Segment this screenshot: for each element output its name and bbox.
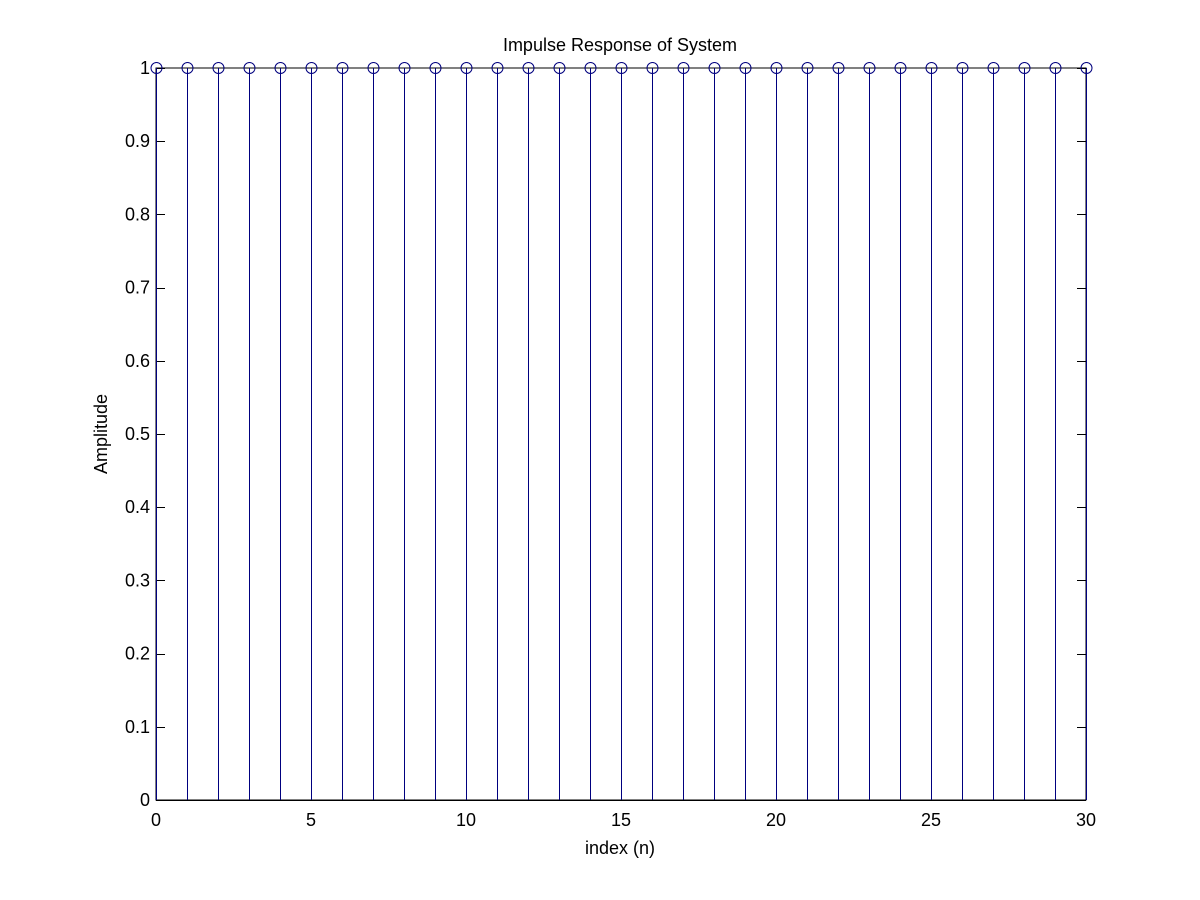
- stem-marker: [553, 62, 566, 74]
- stem-marker: [274, 62, 287, 74]
- y-tick-label: 0.8: [125, 204, 150, 224]
- stem-series: [150, 62, 1093, 801]
- stem-marker: [212, 62, 225, 74]
- y-tick-label: 0: [140, 790, 150, 810]
- x-tick-label: 15: [611, 810, 631, 830]
- y-tick-label: 1: [140, 58, 150, 78]
- stem-marker: [1080, 62, 1093, 74]
- stem-marker: [925, 62, 938, 74]
- stem-marker: [336, 62, 349, 74]
- stem-marker: [615, 62, 628, 74]
- stem-marker: [584, 62, 597, 74]
- stem-marker: [367, 62, 380, 74]
- x-tick-label: 20: [766, 810, 786, 830]
- y-tick-label: 0.1: [125, 717, 150, 737]
- stem-marker: [646, 62, 659, 74]
- stem-marker: [708, 62, 721, 74]
- stem-marker: [1018, 62, 1031, 74]
- y-axis-ticks: 0 0.1 0.2 0.3 0.4 0.5 0.6 0.7 0.8 0.9 1: [125, 58, 1086, 810]
- y-tick-label: 0.4: [125, 497, 150, 517]
- stem-marker: [243, 62, 256, 74]
- stem-marker: [522, 62, 535, 74]
- x-tick-label: 0: [151, 810, 161, 830]
- y-tick-label: 0.2: [125, 644, 150, 664]
- stem-marker: [150, 62, 163, 74]
- chart-title: Impulse Response of System: [503, 35, 737, 55]
- y-tick-label: 0.7: [125, 278, 150, 298]
- y-tick-label: 0.3: [125, 570, 150, 590]
- stem-marker: [987, 62, 1000, 74]
- stem-marker: [181, 62, 194, 74]
- x-tick-label: 10: [456, 810, 476, 830]
- stem-marker: [801, 62, 814, 74]
- x-axis-ticks: 0 5 10 15 20 25 30: [151, 68, 1096, 830]
- stem-marker: [770, 62, 783, 74]
- x-tick-label: 5: [306, 810, 316, 830]
- stem-marker: [956, 62, 969, 74]
- stem-marker: [832, 62, 845, 74]
- y-tick-label: 0.9: [125, 131, 150, 151]
- x-axis-label: index (n): [585, 838, 655, 858]
- x-tick-label: 30: [1076, 810, 1096, 830]
- stem-marker: [305, 62, 318, 74]
- y-axis-label: Amplitude: [91, 394, 111, 474]
- stem-marker: [677, 62, 690, 74]
- y-tick-label: 0.6: [125, 351, 150, 371]
- stem-marker: [460, 62, 473, 74]
- stem-marker: [491, 62, 504, 74]
- stem-marker: [739, 62, 752, 74]
- y-tick-label: 0.5: [125, 424, 150, 444]
- stem-marker: [398, 62, 411, 74]
- stem-marker: [1049, 62, 1062, 74]
- stem-marker: [429, 62, 442, 74]
- stem-marker: [863, 62, 876, 74]
- x-tick-label: 25: [921, 810, 941, 830]
- stem-marker: [894, 62, 907, 74]
